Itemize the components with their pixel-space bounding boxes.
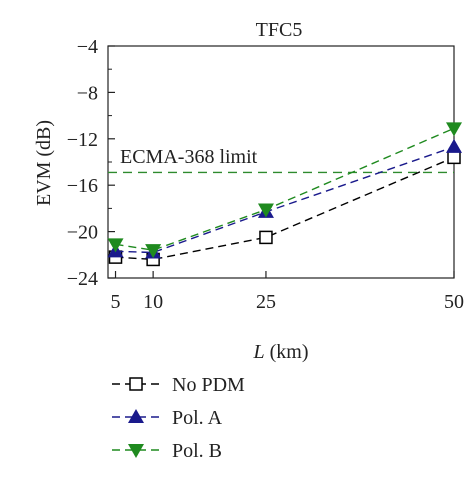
series-layer (107, 122, 462, 267)
legend-item: Pol. A (112, 407, 223, 429)
data-point (107, 238, 124, 253)
data-point (259, 230, 273, 245)
x-axis-label-unit: (km) (265, 341, 309, 363)
x-axis-label: L (km) (252, 341, 308, 363)
legend-item: Pol. B (112, 440, 222, 462)
y-tick-label: −8 (77, 82, 98, 104)
legend-marker (129, 377, 143, 391)
y-tick-label: −16 (67, 175, 98, 197)
legend: No PDM Pol. A Pol. B (112, 374, 245, 462)
legend-marker (128, 409, 144, 423)
x-tick-label: 50 (444, 291, 464, 313)
y-tick-label: −12 (67, 129, 98, 151)
ecma-368-limit-label: ECMA-368 limit (120, 146, 258, 168)
series-line (115, 146, 455, 254)
y-tick-label: −20 (67, 222, 98, 244)
x-tick-label: 5 (111, 291, 121, 313)
x-axis-label-variable: L (252, 341, 264, 363)
data-point (447, 150, 461, 165)
y-tick-label: −4 (77, 36, 98, 58)
y-axis-label: EVM (dB) (33, 120, 55, 206)
x-axis-ticks: 5 10 25 50 (111, 271, 464, 313)
data-point (446, 122, 462, 137)
series-line (115, 156, 455, 261)
x-tick-label: 25 (256, 291, 276, 313)
data-point (145, 244, 162, 259)
data-point (257, 203, 274, 218)
chart-title: TFC5 (256, 19, 303, 41)
y-tick-label: −24 (67, 268, 98, 290)
legend-label: Pol. A (172, 407, 223, 429)
legend-label: Pol. B (172, 440, 222, 462)
series-line (115, 127, 455, 251)
series-0 (108, 150, 461, 267)
legend-marker (128, 444, 144, 458)
y-axis-ticks: −4 −8 −12 −16 −20 −24 (67, 36, 115, 290)
legend-label: No PDM (172, 374, 245, 396)
data-point (446, 138, 462, 153)
series-2 (107, 122, 462, 259)
x-tick-label: 10 (143, 291, 163, 313)
legend-item: No PDM (112, 374, 245, 396)
